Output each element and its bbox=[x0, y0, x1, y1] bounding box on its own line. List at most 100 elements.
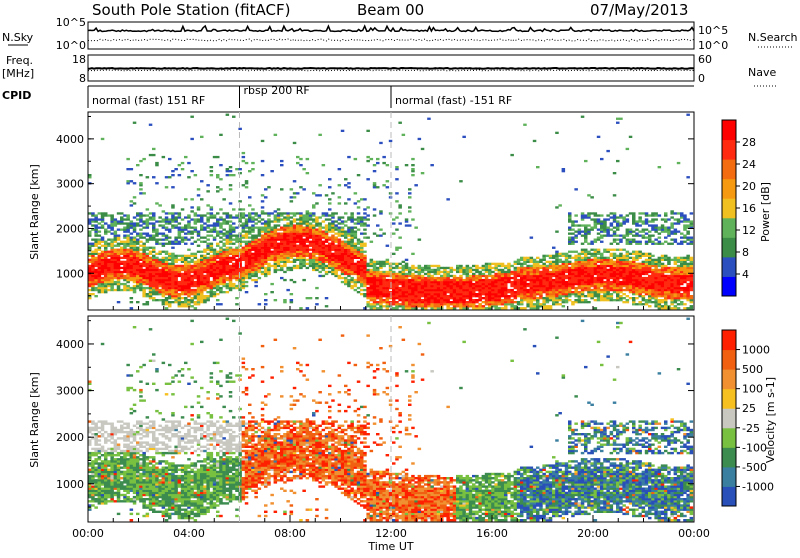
power-cell bbox=[542, 255, 546, 257]
power-cell bbox=[606, 273, 610, 275]
power-cell bbox=[296, 251, 300, 253]
power-cell bbox=[571, 273, 575, 275]
power-cell bbox=[488, 267, 492, 269]
power-cell bbox=[395, 279, 399, 281]
power-cell bbox=[526, 259, 530, 261]
power-cell bbox=[200, 224, 204, 226]
power-cell bbox=[568, 212, 572, 214]
power-cell bbox=[210, 229, 214, 231]
power-cell bbox=[101, 214, 105, 216]
power-cell bbox=[408, 279, 412, 281]
power-cell bbox=[114, 224, 118, 226]
power-cell bbox=[174, 293, 178, 295]
power-cell bbox=[552, 275, 556, 277]
power-cell bbox=[98, 277, 102, 279]
power-cell bbox=[290, 233, 294, 235]
power-cell bbox=[206, 224, 210, 226]
power-cell bbox=[645, 218, 649, 220]
power-cell bbox=[450, 289, 454, 291]
power-cell bbox=[373, 170, 377, 172]
power-cell bbox=[142, 303, 146, 305]
power-cell bbox=[494, 279, 498, 281]
power-cell bbox=[235, 263, 239, 265]
power-cell bbox=[370, 305, 374, 307]
power-cell bbox=[136, 261, 140, 263]
beam-title: Beam 00 bbox=[357, 1, 424, 19]
power-cell bbox=[462, 271, 466, 273]
power-cell bbox=[619, 263, 623, 265]
power-cell bbox=[94, 289, 98, 291]
power-cell bbox=[302, 227, 306, 229]
power-cell bbox=[587, 267, 591, 269]
power-cell bbox=[219, 271, 223, 273]
power-cell bbox=[581, 273, 585, 275]
power-cell bbox=[130, 269, 134, 271]
power-cell bbox=[549, 257, 553, 259]
power-cell bbox=[379, 303, 383, 305]
power-cell bbox=[606, 269, 610, 271]
power-cell bbox=[606, 235, 610, 237]
power-cell bbox=[91, 283, 95, 285]
power-cell bbox=[312, 269, 316, 271]
power-cell bbox=[248, 265, 252, 267]
power-cell bbox=[130, 255, 134, 257]
power-cell bbox=[360, 277, 364, 279]
power-cell bbox=[366, 178, 370, 180]
power-cell bbox=[139, 271, 143, 273]
power-cell bbox=[203, 297, 207, 299]
power-cell bbox=[261, 261, 265, 263]
power-cell bbox=[370, 271, 374, 273]
power-cell bbox=[248, 251, 252, 253]
power-cell bbox=[462, 281, 466, 283]
power-cell bbox=[574, 287, 578, 289]
power-cell bbox=[312, 267, 316, 269]
power-cell bbox=[590, 283, 594, 285]
power-cell bbox=[286, 241, 290, 243]
power-cell bbox=[635, 229, 639, 231]
power-cell bbox=[466, 271, 470, 273]
power-cell bbox=[312, 251, 316, 253]
power-cell bbox=[136, 212, 140, 214]
power-cell bbox=[229, 166, 233, 168]
power-cell bbox=[203, 279, 207, 281]
power-cell bbox=[139, 182, 143, 184]
power-cell bbox=[110, 287, 114, 289]
power-cell bbox=[392, 263, 396, 265]
power-cell bbox=[600, 253, 604, 255]
power-cell bbox=[606, 281, 610, 283]
power-cell bbox=[200, 271, 204, 273]
power-cell bbox=[398, 247, 402, 249]
power-cell bbox=[574, 235, 578, 237]
power-cell bbox=[245, 214, 249, 216]
power-cell bbox=[261, 210, 265, 212]
power-cell bbox=[446, 279, 450, 281]
power-cell bbox=[331, 224, 335, 226]
power-cell bbox=[155, 182, 159, 184]
power-cell bbox=[587, 279, 591, 281]
power-cell bbox=[165, 275, 169, 277]
power-cell bbox=[184, 269, 188, 271]
power-cell bbox=[350, 231, 354, 233]
power-cell bbox=[376, 186, 380, 188]
power-cell bbox=[552, 269, 556, 271]
power-cell bbox=[376, 277, 380, 279]
power-cell bbox=[293, 259, 297, 261]
power-cell bbox=[91, 275, 95, 277]
power-cell bbox=[411, 277, 415, 279]
power-cell bbox=[462, 293, 466, 295]
power-cell bbox=[466, 297, 470, 299]
power-cell bbox=[200, 293, 204, 295]
power-cell bbox=[555, 293, 559, 295]
power-cell bbox=[213, 285, 217, 287]
power-cell bbox=[136, 247, 140, 249]
power-cell bbox=[110, 253, 114, 255]
power-cell bbox=[197, 231, 201, 233]
power-cell bbox=[168, 279, 172, 281]
power-cell bbox=[638, 285, 642, 287]
power-cell bbox=[264, 303, 268, 305]
power-cell bbox=[274, 257, 278, 259]
power-cell bbox=[437, 305, 441, 307]
power-cell bbox=[242, 281, 246, 283]
power-cell bbox=[88, 212, 92, 214]
power-cell bbox=[274, 263, 278, 265]
